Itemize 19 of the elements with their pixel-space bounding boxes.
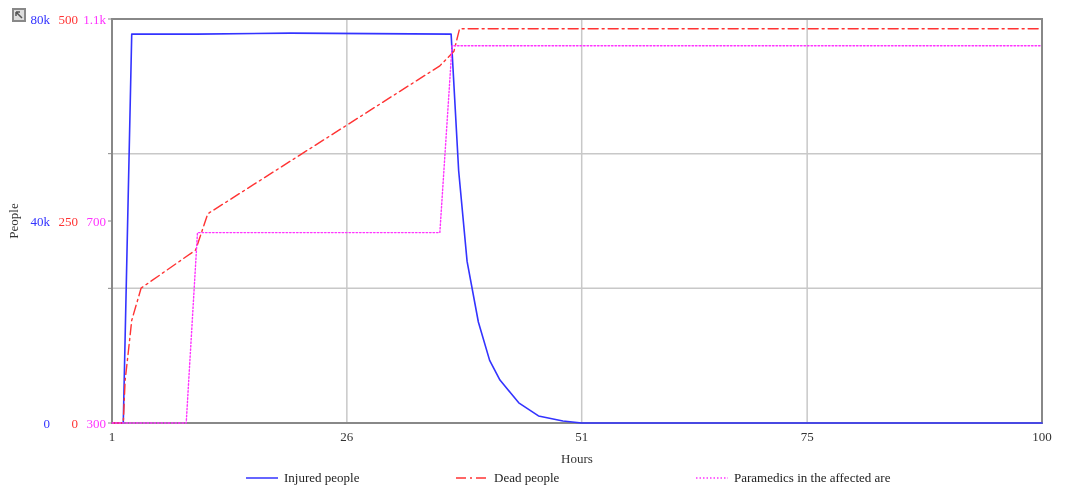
- y-tick-label: 80k: [30, 11, 51, 27]
- y3-tick-label: 300: [86, 415, 106, 431]
- x-axis-title: Hours: [561, 451, 593, 466]
- x-tick-label: 1: [108, 429, 116, 444]
- y-tick-label: 0: [43, 415, 50, 431]
- legend-label: Dead people: [494, 470, 560, 485]
- y3-tick-label: 700: [86, 213, 106, 229]
- y2-tick-label: 500: [58, 11, 78, 27]
- y2-tick-label: 0: [71, 415, 78, 431]
- x-tick-label: 75: [800, 429, 814, 444]
- x-tick-label: 100: [1032, 429, 1052, 444]
- y3-tick-label: 1.1k: [83, 11, 107, 27]
- legend-label: Paramedics in the affected are: [734, 470, 891, 485]
- y2-tick-label: 250: [58, 213, 78, 229]
- x-tick-label: 51: [575, 429, 589, 444]
- legend-label: Injured people: [284, 470, 360, 485]
- y-axis-title: People: [6, 203, 21, 239]
- x-tick-label: 26: [340, 429, 354, 444]
- y-tick-label: 40k: [30, 213, 51, 229]
